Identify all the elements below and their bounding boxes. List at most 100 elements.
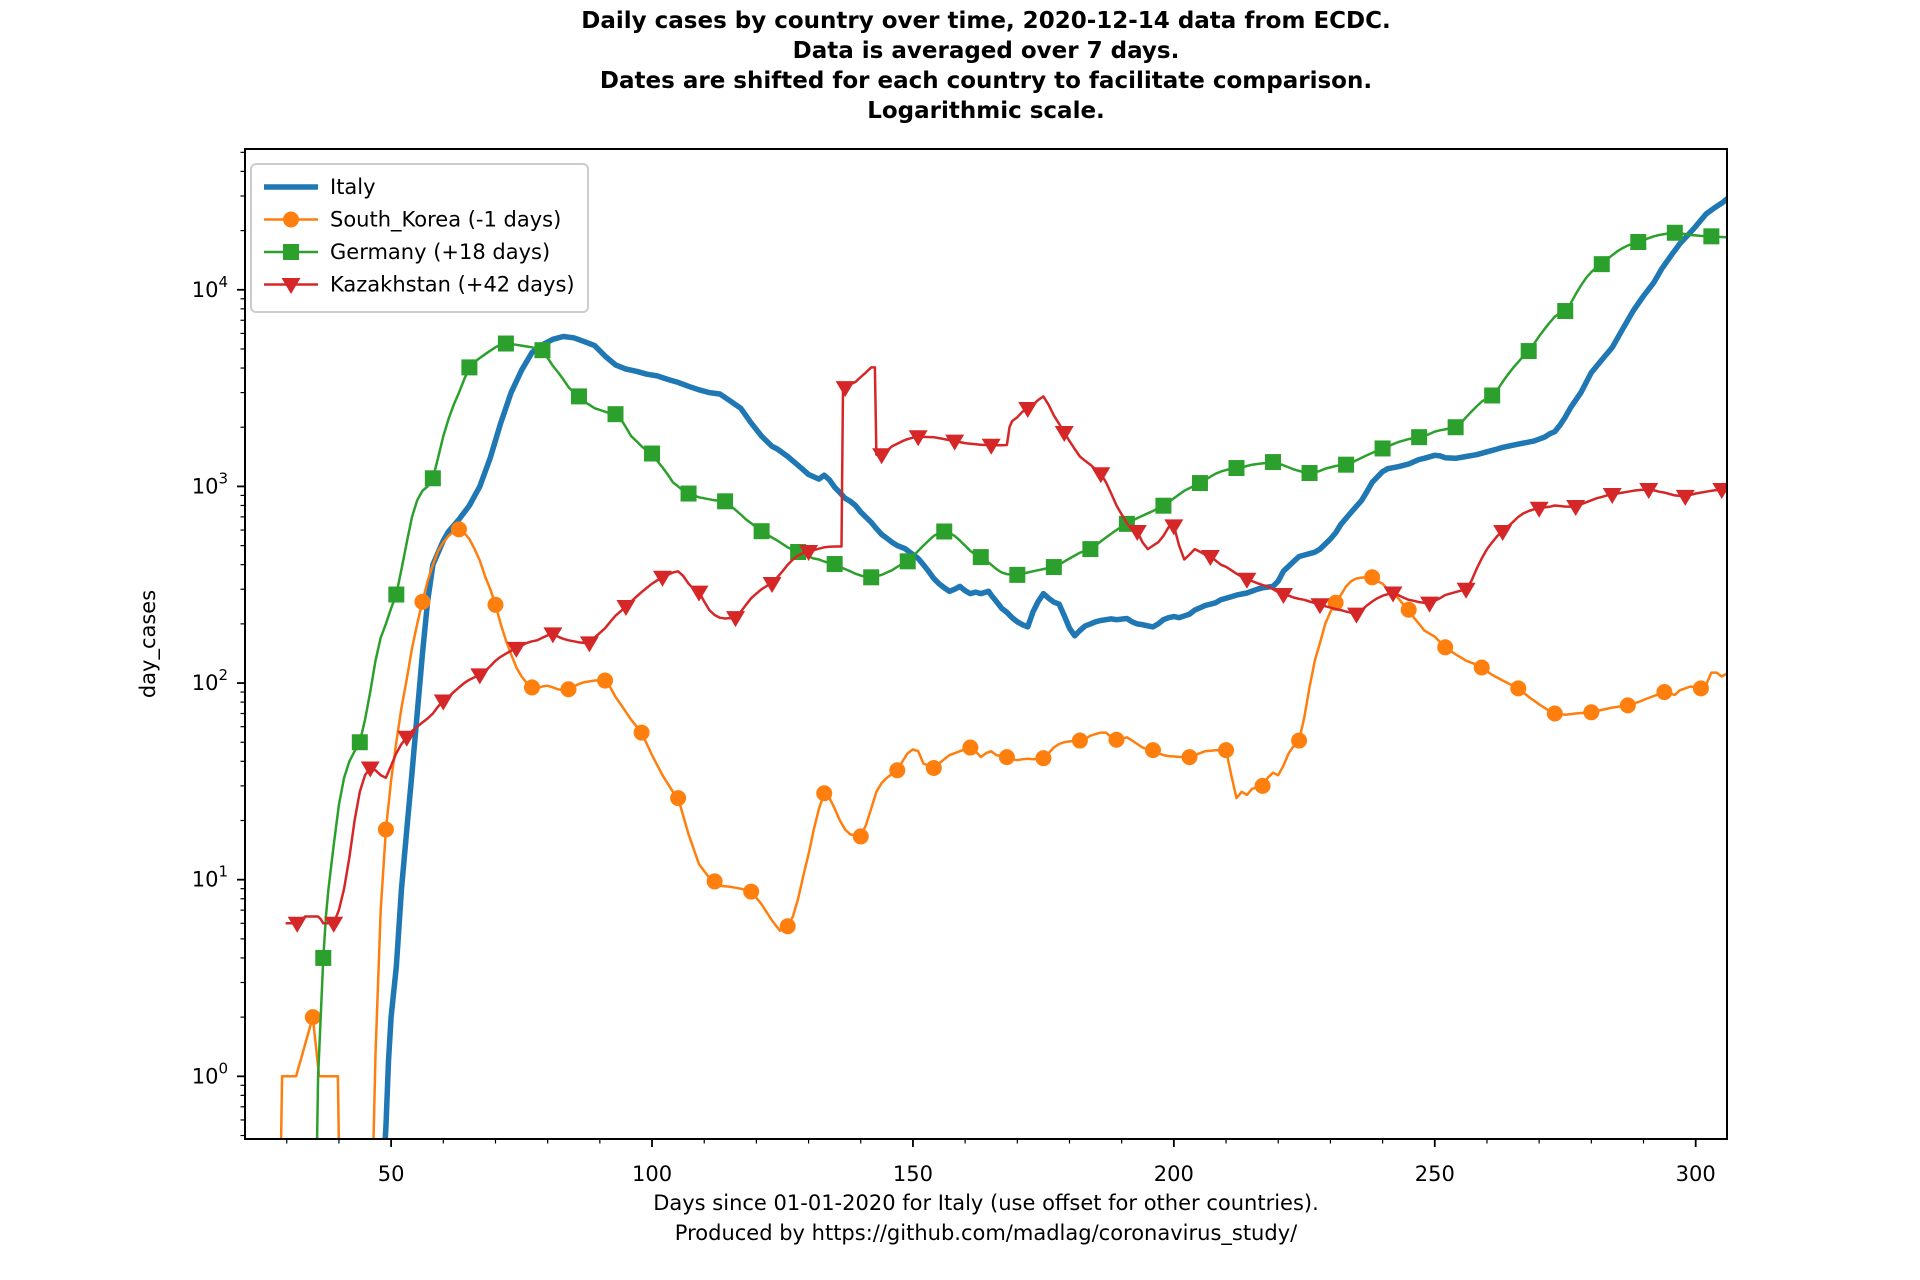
marker-square (1484, 387, 1501, 404)
marker-circle (1364, 569, 1381, 586)
marker-square (388, 586, 405, 603)
legend-item-italy: Italy (264, 175, 376, 199)
legend-item-kazakhstan: Kazakhstan (+42 days) (264, 273, 575, 297)
marker-triangle-down (1310, 598, 1330, 615)
legend-item-south_korea: South_Korea (-1 days) (264, 208, 561, 233)
marker-triangle-down (1566, 500, 1586, 517)
marker-circle (560, 681, 577, 698)
marker-circle (889, 762, 906, 779)
marker-circle (1473, 659, 1490, 676)
marker-triangle-down (1347, 607, 1366, 624)
marker-triangle-down (1237, 572, 1257, 589)
marker-square (1082, 541, 1099, 558)
marker-circle (304, 1009, 321, 1026)
marker-circle (1108, 731, 1125, 748)
marker-square (1411, 429, 1428, 446)
marker-triangle-down (281, 278, 301, 294)
marker-square (461, 359, 478, 376)
legend: Italy South_Korea (-1 days) Germany (+18 d… (250, 163, 589, 313)
marker-triangle-down (1273, 588, 1293, 605)
marker-triangle-down (1091, 467, 1111, 484)
chart-title: Daily cases by country over time, 2020-1… (581, 6, 1391, 126)
marker-triangle-down (652, 570, 672, 587)
marker-circle (377, 821, 394, 838)
marker-circle (1437, 639, 1454, 656)
marker-square (1593, 256, 1610, 273)
marker-square (1520, 343, 1537, 360)
marker-circle (743, 883, 760, 900)
marker-square (534, 342, 551, 359)
marker-square (753, 523, 770, 540)
marker-triangle-down (1529, 501, 1549, 518)
marker-triangle-down (1675, 489, 1695, 506)
marker-circle (779, 918, 796, 935)
axis-tick-labels: 50 100 150 200 250 300 100 101 102 103 104 (192, 273, 1716, 1186)
marker-circle (1254, 777, 1271, 794)
marker-circle (414, 593, 431, 610)
marker-triangle-down (762, 576, 782, 593)
marker-circle (1071, 732, 1088, 749)
marker-triangle-down (1493, 524, 1513, 541)
marker-circle (487, 596, 504, 613)
marker-circle (1291, 732, 1308, 749)
marker-triangle-down (1712, 482, 1727, 499)
y-axis-label: day_cases (136, 589, 160, 699)
legend-label: Germany (+18 days) (330, 240, 550, 264)
marker-square (1009, 566, 1026, 583)
marker-triangle-down (799, 544, 819, 561)
marker-square (863, 569, 880, 586)
marker-circle (1400, 601, 1417, 618)
x-tick-label: 200 (1154, 1162, 1194, 1186)
marker-circle (1583, 704, 1600, 721)
marker-triangle-down (397, 730, 417, 747)
marker-circle (852, 828, 869, 845)
marker-square (1045, 559, 1062, 576)
marker-triangle-down (1420, 596, 1440, 613)
marker-circle (1692, 680, 1709, 697)
marker-triangle-down (945, 434, 965, 451)
title-line-4: Logarithmic scale. (867, 98, 1105, 124)
legend-item-germany: Germany (+18 days) (264, 240, 550, 264)
marker-circle (1144, 742, 1161, 759)
marker-circle (816, 785, 833, 802)
x-axis-label: Days since 01-01-2020 for Italy (use off… (653, 1188, 1319, 1248)
marker-triangle-down (1164, 519, 1184, 536)
series-line-south_korea (372, 528, 1727, 1139)
marker-triangle-down (835, 381, 855, 398)
marker-circle (1510, 680, 1527, 697)
marker-square (570, 388, 587, 405)
legend-box (250, 163, 589, 313)
marker-triangle-down (579, 636, 599, 653)
title-line-3: Dates are shifted for each country to fa… (599, 68, 1373, 94)
series-line-kazakhstan (285, 366, 1727, 925)
legend-label: Kazakhstan (+42 days) (330, 273, 575, 297)
series-south_korea (279, 521, 1727, 1139)
marker-triangle-down (1127, 524, 1147, 541)
marker-square (1447, 419, 1464, 436)
marker-square (1630, 234, 1647, 251)
marker-triangle-down (616, 600, 636, 617)
marker-circle (283, 211, 299, 228)
marker-triangle-down (1639, 482, 1659, 499)
x-axis-label-line-2: Produced by https://github.com/madlag/co… (674, 1221, 1298, 1245)
marker-triangle-down (506, 641, 526, 658)
marker-triangle-down (1602, 487, 1622, 504)
marker-square (283, 244, 299, 260)
marker-triangle-down (726, 611, 746, 628)
x-tick-label: 300 (1676, 1162, 1716, 1186)
marker-square (1557, 303, 1574, 320)
x-tick-label: 50 (378, 1162, 405, 1186)
y-tick-label: 100 (192, 1059, 228, 1088)
series-italy (382, 196, 1727, 1139)
series-germany (315, 224, 1727, 1139)
marker-triangle-down (1200, 550, 1220, 567)
marker-circle (1035, 750, 1052, 767)
marker-triangle-down (872, 448, 892, 465)
marker-circle (670, 790, 687, 807)
series-line-italy (382, 196, 1727, 1139)
marker-square (826, 556, 843, 573)
marker-circle (962, 739, 979, 756)
marker-triangle-down (1054, 426, 1074, 443)
y-tick-label: 101 (192, 863, 228, 892)
